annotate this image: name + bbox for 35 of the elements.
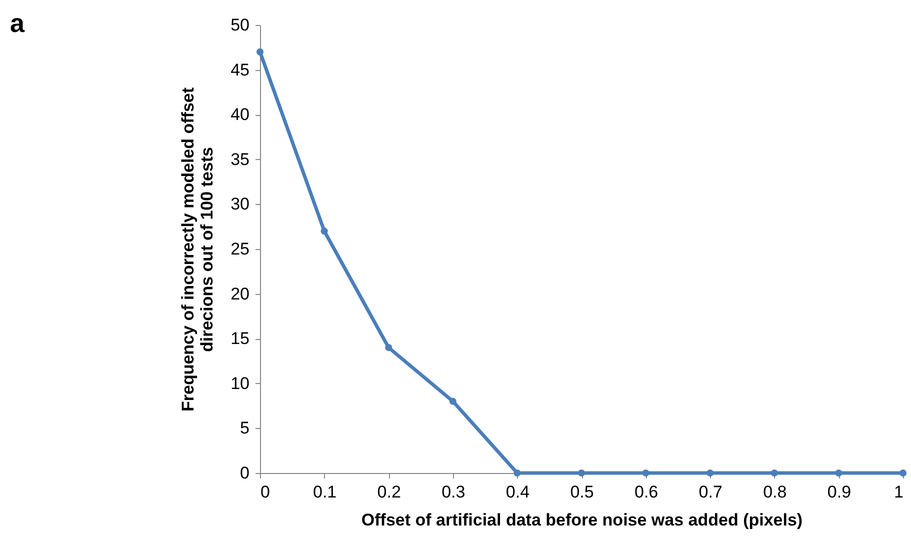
point	[835, 469, 842, 477]
y-tick-label: 5	[240, 418, 250, 438]
x-tick-label: 0.3	[442, 482, 466, 502]
point	[642, 469, 650, 477]
point	[578, 469, 586, 477]
y-tick-label: 10	[230, 374, 250, 393]
y-tick-label: 20	[230, 284, 250, 304]
x-tick-label: 0.5	[570, 482, 594, 502]
x-tick-label: 0.7	[698, 482, 722, 502]
point	[449, 398, 456, 405]
x-tick-label: 1	[894, 482, 904, 502]
point	[514, 469, 521, 477]
point	[256, 48, 264, 56]
y-tick-label: 0	[240, 464, 250, 482]
y-tick-label: 45	[230, 60, 250, 80]
y-tick-label: 35	[230, 150, 250, 169]
point	[320, 228, 328, 235]
point	[706, 469, 714, 477]
y-tick-label: 30	[230, 194, 250, 214]
y-tick-label: 50	[230, 16, 250, 34]
x-tick-label: 0.9	[827, 482, 852, 502]
y-tick-label: 25	[230, 240, 250, 258]
x-tick-label: 0.1	[312, 482, 337, 502]
y-tick-label: 15	[230, 329, 250, 348]
x-tick-label: 0.8	[763, 482, 787, 502]
y-axis-title: Frequency of incorrectly modeled offset direcions out of 100 tests	[178, 87, 217, 412]
text: a	[10, 8, 24, 39]
x-tick-label: 0.2	[377, 482, 401, 502]
y-tick-label: 40	[230, 105, 250, 124]
x-tick-label: 0	[260, 482, 270, 502]
x-tick-label: 0.6	[634, 482, 658, 502]
point	[770, 469, 778, 477]
x-tick-label: 0.4	[506, 482, 530, 502]
x-axis-title: Offset of artificial data before noise was added (pixels)	[361, 510, 803, 530]
point	[385, 344, 392, 352]
